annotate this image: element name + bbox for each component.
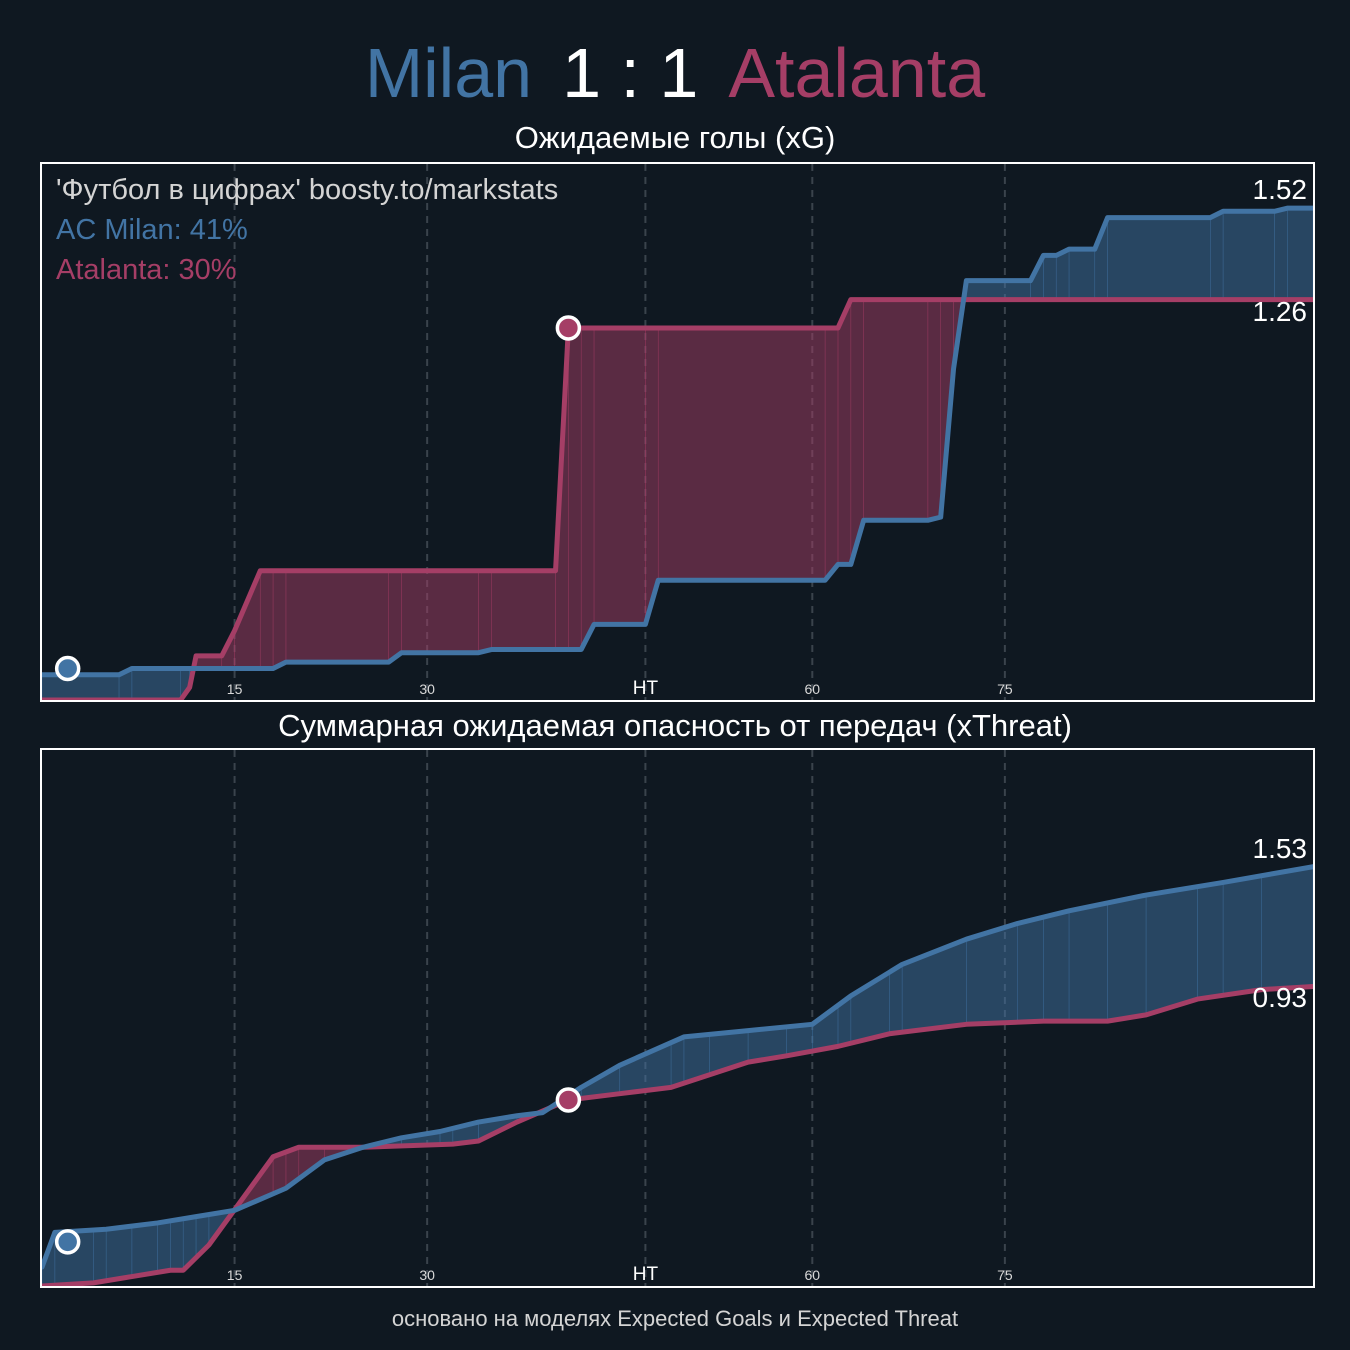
lead-fill-segment: [927, 299, 941, 521]
lead-fill-segment: [1222, 875, 1262, 996]
home-series-line: [42, 864, 1313, 1270]
lead-fill-segment: [131, 668, 181, 700]
lead-fill-segment: [285, 570, 389, 663]
home-team-name: Milan: [364, 34, 533, 112]
lead-fill-segment: [568, 327, 582, 650]
lead-fill-segment: [824, 327, 839, 582]
lead-fill-segment: [1068, 902, 1108, 1022]
lead-fill-segment: [1043, 910, 1070, 1022]
x-tick-label: 60: [805, 1267, 821, 1283]
lead-fill-segment: [401, 570, 479, 654]
x-tick-label: 15: [227, 681, 243, 697]
lead-fill-segment: [157, 1220, 171, 1273]
match-score: 1 : 1: [562, 34, 699, 112]
lead-fill-segment: [1017, 916, 1044, 1023]
lead-fill-segment: [1043, 255, 1057, 300]
home-end-value: 1.53: [1252, 832, 1308, 864]
lead-fill-segment: [670, 1036, 685, 1088]
lead-fill-segment: [259, 570, 274, 669]
away-goal-marker: [555, 1087, 582, 1113]
xg-chart-title: Ожидаемые голы (xG): [514, 120, 836, 155]
lead-fill-segment: [889, 963, 903, 1035]
x-tick-label: 15: [227, 1267, 243, 1283]
lead-fill-segment: [1209, 210, 1224, 300]
xg-chart: 15 30 HT 60 75: [42, 164, 1313, 700]
lead-fill-segment: [93, 1228, 107, 1284]
lead-fill-segment: [1107, 217, 1211, 300]
home-win-probability: AC Milan: 41%: [56, 214, 248, 246]
away-series-line: [42, 297, 1313, 700]
x-tick-label: 30: [419, 1267, 435, 1283]
lead-fill-segment: [657, 327, 826, 581]
match-title: Milan 1 : 1 Atalanta: [0, 28, 1350, 118]
xthreat-chart: 15 30 HT 60 75: [42, 750, 1313, 1286]
lead-fill-segment: [580, 327, 595, 650]
lead-fill-segment: [837, 299, 852, 565]
xthreat-chart-title: Суммарная ожидаемая опасность от передач…: [278, 708, 1072, 743]
away-series-line: [42, 983, 1313, 1286]
lead-fill-segment: [131, 1222, 158, 1277]
footer-note: основано на моделях Expected Goals и Exp…: [391, 1306, 959, 1331]
away-end-value: 1.26: [1252, 295, 1308, 327]
lead-fill-segment: [272, 570, 287, 669]
x-tick-label: HT: [633, 1264, 659, 1285]
x-tick-label: 30: [419, 681, 435, 697]
credit-text: 'Футбол в цифрах' boosty.to/markstats: [56, 174, 559, 206]
lead-fill-segment: [1145, 886, 1198, 1016]
lead-fill-segment: [1197, 882, 1224, 1000]
lead-fill-segment: [966, 280, 1031, 300]
lead-fill-segment: [1274, 207, 1288, 300]
home-series-line: [42, 205, 1313, 678]
lead-fill-segment: [1068, 248, 1096, 300]
lead-fill-segment: [105, 1225, 133, 1282]
lead-fill-segment: [170, 1218, 184, 1271]
x-tick-label: 60: [805, 681, 821, 697]
away-end-value: 0.93: [1252, 982, 1308, 1014]
lead-fill-segment: [1107, 894, 1147, 1022]
lead-fill-segment: [1222, 210, 1275, 300]
x-tick-label: 75: [997, 681, 1013, 697]
x-tick-label: 75: [997, 1267, 1013, 1283]
xthreat-chart-panel: 15 30 HT 60 75 1.53 0.93: [40, 748, 1315, 1288]
lead-fill-segment: [42, 674, 120, 700]
lead-fill-segment: [863, 299, 929, 521]
away-win-probability: Atalanta: 30%: [56, 254, 237, 286]
x-tick-label: HT: [633, 678, 659, 699]
home-end-value: 1.52: [1252, 174, 1308, 206]
home-goal-marker: [54, 1229, 81, 1255]
xg-chart-panel: 15 30 HT 60 75 'Футбол в цифрах' boosty.to/m…: [40, 162, 1315, 702]
lead-fill-segment: [388, 570, 402, 663]
lead-fill-segment: [1287, 207, 1313, 300]
lead-fill-segment: [1261, 866, 1313, 990]
lead-fill-segment: [593, 327, 646, 625]
away-goal-marker: [555, 315, 582, 341]
away-team-name: Atalanta: [728, 34, 986, 112]
home-goal-marker: [54, 655, 81, 682]
lead-fill-segment: [491, 570, 556, 650]
lead-fill-segment: [478, 570, 492, 654]
